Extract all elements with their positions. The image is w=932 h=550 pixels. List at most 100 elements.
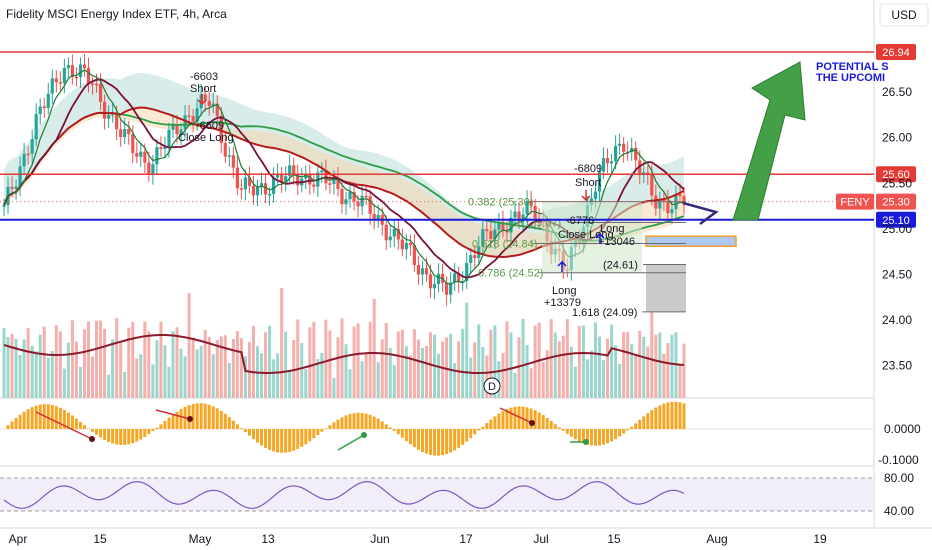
macd-bar xyxy=(304,429,308,445)
candle-body xyxy=(445,282,449,295)
candle-body xyxy=(155,147,159,165)
candle-body xyxy=(231,155,235,168)
macd-bar xyxy=(372,416,376,429)
candle-body xyxy=(473,255,477,259)
volume-bar xyxy=(614,345,618,398)
currency-button[interactable] xyxy=(879,3,929,27)
macd-bar xyxy=(533,410,537,429)
macd-bar xyxy=(344,415,348,429)
candle-body xyxy=(364,195,368,198)
macd-bar xyxy=(670,401,674,429)
macd-bar xyxy=(473,429,477,435)
candle-body xyxy=(151,164,155,175)
macd-bar xyxy=(396,429,400,435)
volume-bar xyxy=(191,337,195,398)
volume-bar xyxy=(215,340,219,398)
candle-body xyxy=(332,177,336,184)
candle-body xyxy=(62,68,66,84)
macd-bar xyxy=(525,407,529,429)
volume-bar xyxy=(581,325,585,398)
candle-body xyxy=(497,221,501,230)
macd-bar xyxy=(565,429,569,434)
volume-bar xyxy=(62,368,66,398)
volume-bar xyxy=(70,320,74,398)
macd-bar xyxy=(424,429,428,454)
moving-average-bands xyxy=(4,72,684,257)
macd-bar xyxy=(74,418,78,429)
volume-bar xyxy=(392,365,396,398)
candle-body xyxy=(424,268,429,275)
macd-bar xyxy=(606,429,610,444)
macd-bar xyxy=(529,408,533,429)
volume-bar xyxy=(276,353,280,398)
candle-body xyxy=(271,177,276,194)
annotation-text: Short xyxy=(190,83,216,95)
candle-body xyxy=(292,165,296,174)
macd-bar xyxy=(380,421,384,429)
candle-body xyxy=(227,155,231,157)
candle-body xyxy=(485,229,489,232)
volume-bar xyxy=(14,338,18,398)
fib-zone xyxy=(542,201,642,273)
macd-bar xyxy=(58,407,62,429)
volume-bar xyxy=(340,318,344,398)
macd-histogram: 0.0000 -0.1000 xyxy=(0,401,921,467)
level-price-badge xyxy=(876,211,916,228)
macd-bar xyxy=(489,419,493,429)
volume-bars xyxy=(2,288,686,398)
rsi-tick: 80.00 xyxy=(884,471,914,485)
candle-body xyxy=(593,191,598,199)
horizontal-levels[interactable]: 26.94 25.60 25.10 FENY 25.30 xyxy=(0,44,916,228)
volume-bar xyxy=(251,325,255,398)
candle-body xyxy=(82,64,87,69)
macd-bar xyxy=(95,429,99,435)
candle-body xyxy=(312,184,316,187)
macd-bar xyxy=(247,429,251,436)
volume-bar xyxy=(296,319,300,398)
annotation-text: +13379 xyxy=(544,297,581,309)
trade-arrow xyxy=(595,232,605,244)
candle-body xyxy=(605,158,610,164)
macd-bar xyxy=(589,429,593,446)
macd-bar xyxy=(91,429,95,432)
candle-body xyxy=(187,115,191,117)
candle-body xyxy=(207,100,211,107)
macd-bar xyxy=(223,413,227,429)
volume-bar xyxy=(565,319,569,398)
volume-bar xyxy=(280,288,284,398)
volume-bar xyxy=(400,329,404,398)
trade-arrow xyxy=(581,190,591,202)
volume-bar xyxy=(505,321,509,398)
macd-bar xyxy=(441,429,445,456)
macd-bar xyxy=(445,429,449,455)
volume-bar xyxy=(670,334,674,398)
macd-tick: -0.1000 xyxy=(878,453,919,467)
fib-label: 0.618 (24.84) xyxy=(472,239,537,251)
macd-bar xyxy=(284,429,288,453)
candle-body xyxy=(127,129,131,135)
candle-body xyxy=(167,129,171,147)
candle-body xyxy=(682,196,686,205)
volume-bar xyxy=(364,352,368,398)
volume-bar xyxy=(195,349,199,398)
volume-bar xyxy=(239,338,243,398)
candle-body xyxy=(70,65,75,77)
volume-bar xyxy=(549,319,553,398)
candle-body xyxy=(139,151,143,157)
candle-body xyxy=(662,199,666,202)
time-tick: Jun xyxy=(370,532,389,546)
price-tick: 26.00 xyxy=(882,131,912,145)
candle-body xyxy=(54,78,58,83)
candle-body xyxy=(416,265,421,275)
macd-bar xyxy=(408,429,412,445)
macd-bar xyxy=(34,405,38,429)
annotation-text: -6809 xyxy=(574,163,602,175)
volume-bar xyxy=(541,361,545,398)
level-price-label: 25.10 xyxy=(882,215,910,227)
candle-body xyxy=(288,165,292,177)
level-price-label: 25.60 xyxy=(882,169,910,181)
candle-body xyxy=(280,173,284,183)
macd-bar xyxy=(119,429,123,445)
candle-body xyxy=(457,273,461,282)
